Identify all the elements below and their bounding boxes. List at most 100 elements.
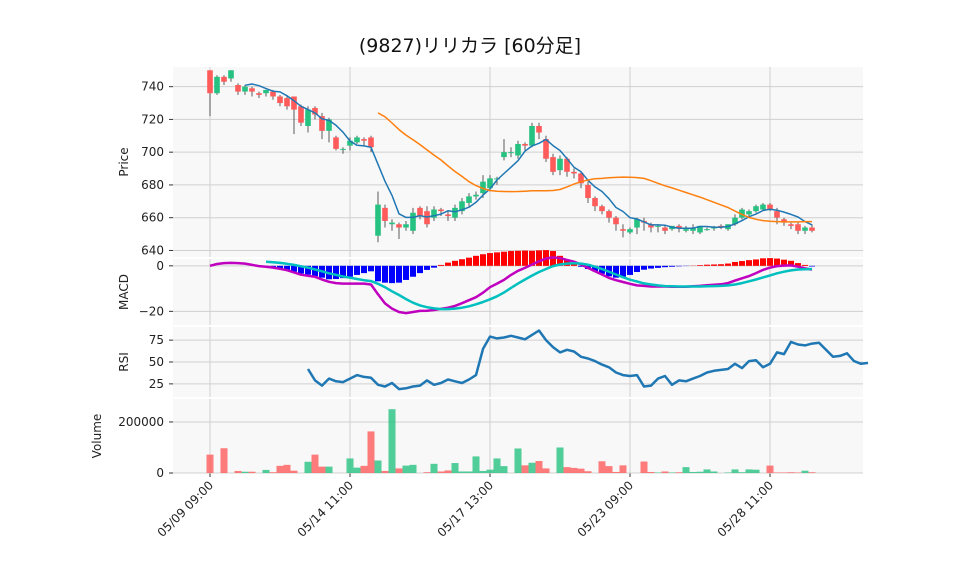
volume-bar [598, 461, 606, 473]
volume-bar [451, 463, 459, 473]
volume-bar [402, 465, 410, 473]
macd-hist-bar [662, 265, 668, 268]
candle-body [781, 219, 787, 223]
candle-body [263, 89, 269, 94]
candle-body [207, 70, 213, 94]
macd-hist-bar [466, 257, 472, 266]
candle-body [809, 227, 815, 231]
volume-bar [647, 471, 655, 473]
macd-hist-bar [753, 259, 759, 266]
volume-bar [556, 447, 564, 473]
volume-bar [367, 431, 375, 473]
candle-body [452, 207, 458, 218]
candle-body [368, 137, 374, 148]
macd-hist-bar [312, 265, 318, 277]
macd-hist-bar [732, 261, 738, 266]
volume-bar [381, 470, 389, 473]
macd-hist-bar [284, 265, 290, 271]
volume-bar [619, 465, 627, 473]
macd-line [209, 256, 813, 315]
candle-body [361, 139, 367, 141]
candle-body [403, 224, 409, 228]
candle-body [690, 227, 696, 231]
candle-body [242, 86, 248, 92]
macd-hist-bar [648, 265, 654, 269]
macd-hist-bar [445, 262, 451, 266]
candle-body [340, 148, 346, 150]
macd-hist-bar [501, 251, 507, 266]
candle-body [578, 173, 584, 184]
y-tick-label: 0 [156, 259, 164, 273]
rsi-line [306, 329, 869, 391]
volume-bar [535, 461, 543, 473]
volume-bar [542, 468, 550, 473]
macd-hist-bar [781, 259, 787, 266]
candle-body [522, 143, 528, 146]
volume-bar [458, 471, 466, 473]
volume-bar [682, 467, 690, 473]
macd-hist-bar [809, 265, 815, 267]
volume-bar [479, 470, 487, 473]
volume-bar [668, 472, 676, 473]
candle-body [347, 140, 353, 146]
volume-bar [437, 471, 445, 473]
macd-hist-bar [389, 265, 395, 284]
macd-hist-bar [522, 250, 528, 266]
macd-hist-bar [746, 260, 752, 266]
macd-hist-bar [669, 265, 675, 267]
candle-body [438, 209, 444, 212]
macd-hist-bar [697, 265, 703, 266]
candle-body [788, 224, 794, 226]
candle-body [592, 198, 598, 207]
volume-bar [325, 466, 333, 473]
candle-body [508, 152, 514, 154]
y-tick-label: 720 [141, 112, 164, 126]
macd-hist-bar [298, 265, 304, 274]
candle-body [774, 211, 780, 218]
candle-body [683, 229, 689, 231]
candle-body [326, 119, 332, 131]
volume-bar [444, 470, 452, 473]
volume-bar [290, 470, 298, 473]
macd-hist-bar [375, 265, 381, 282]
macd-axis-label: MACD [117, 274, 131, 310]
candle-body [417, 207, 423, 217]
volume-bar [234, 470, 242, 473]
volume-bar [794, 472, 802, 473]
volume-bar [801, 470, 809, 473]
volume-bar [423, 472, 431, 473]
volume-bar [689, 471, 697, 473]
volume-bar [241, 471, 249, 473]
candle-body [585, 184, 591, 199]
volume-bar [248, 471, 256, 473]
macd-hist-bar [347, 265, 353, 277]
candle-body [571, 171, 577, 174]
candle-body [732, 217, 738, 225]
volume-bar [773, 472, 781, 473]
macd-hist-bar [634, 265, 640, 272]
macd-hist-bar [802, 264, 808, 266]
volume-bar [563, 467, 571, 473]
y-tick-label: 50 [149, 355, 164, 369]
candle-body [445, 214, 451, 217]
volume-bar [654, 472, 662, 473]
candle-body [480, 181, 486, 194]
y-tick-label: 700 [141, 145, 164, 159]
candle-body [319, 116, 325, 131]
y-tick-label: −20 [139, 304, 164, 318]
volume-bar [710, 471, 718, 473]
x-tick-label: 05/09 09:00 [155, 478, 217, 540]
volume-bar [493, 458, 501, 473]
candle-body [487, 178, 493, 189]
macd-hist-bar [795, 263, 801, 266]
volume-bar [465, 471, 473, 473]
y-tick-label: 740 [141, 80, 164, 94]
macd-hist-bar [641, 265, 647, 270]
candle-body [249, 88, 255, 92]
y-tick-label: 75 [149, 333, 164, 347]
candle-body [536, 125, 542, 133]
macd-hist-bar [739, 261, 745, 266]
macd-hist-bar [305, 265, 311, 275]
candle-body [767, 204, 773, 210]
